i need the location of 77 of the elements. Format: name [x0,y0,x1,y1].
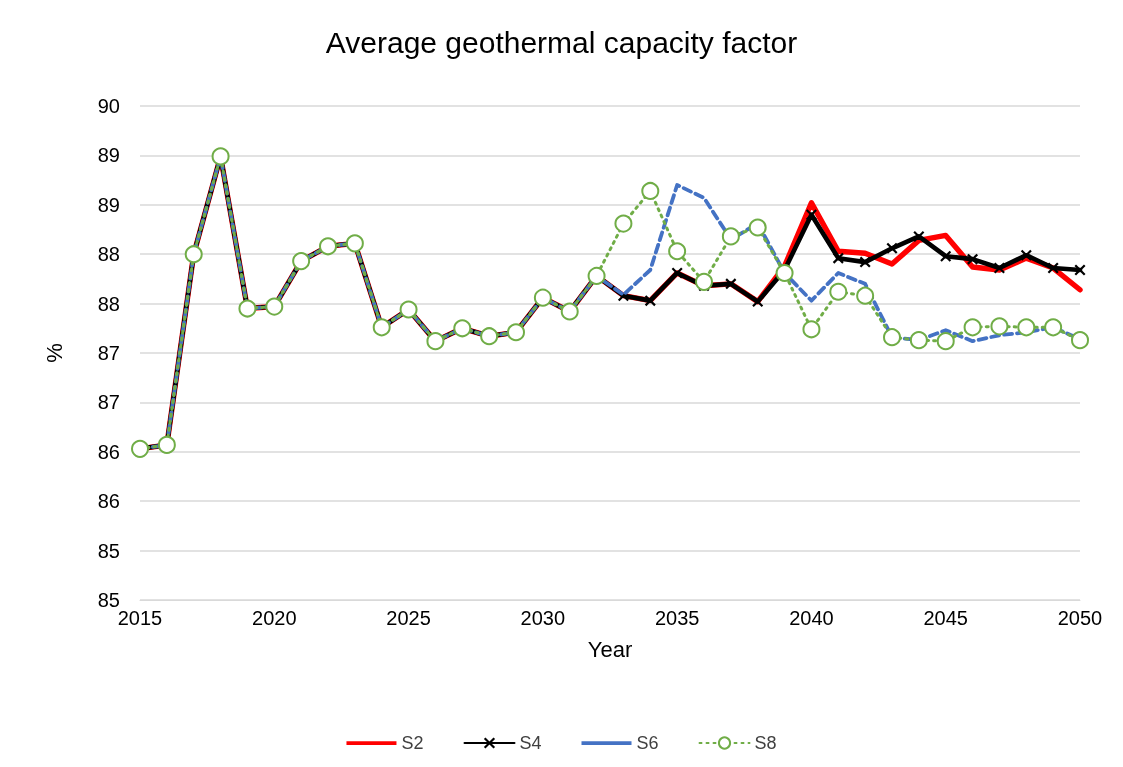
point [913,230,925,242]
x-axis-title: Year [587,636,633,662]
point [1017,318,1036,337]
x-tick-label: 2015 [117,607,163,629]
point [1020,249,1032,261]
point [805,209,817,221]
point [990,317,1009,336]
point [671,267,683,279]
y-tick-label: 86 [97,440,120,463]
x-tick-label: 2040 [789,607,834,629]
point [883,328,901,347]
point [829,282,848,301]
x-tick-label: 2045 [923,607,968,629]
point [131,439,149,458]
legend-label: S6 [636,733,659,753]
point [859,256,871,268]
point [721,227,740,246]
point [909,331,928,350]
y-tick-label: 90 [97,95,120,117]
point [695,272,713,291]
x-tick-label: 2030 [520,607,566,629]
y-tick-label: 87 [97,342,120,364]
y-tick-label: 88 [97,292,120,315]
point [641,181,660,200]
point [453,319,472,338]
point [752,296,764,308]
y-tick-label: 89 [97,193,120,216]
point [936,332,955,351]
point [1074,264,1086,276]
point [993,262,1005,274]
point [1044,318,1063,337]
point [886,242,898,254]
legend-label: S8 [754,733,777,753]
point [292,252,311,271]
y-tick-label: 85 [97,539,120,562]
point [211,147,230,166]
point [372,318,391,337]
y-axis-title: % [41,343,67,363]
point [748,218,767,237]
point [1047,262,1059,274]
point [399,300,418,319]
point [319,237,337,256]
point [725,278,737,290]
point [614,214,633,233]
point [238,299,257,318]
point [560,302,579,321]
legend-label: S2 [401,733,424,753]
point [802,320,821,339]
x-tick-label: 2035 [654,607,700,629]
x-tick-label: 2050 [1057,607,1103,629]
point [775,263,794,282]
point [644,295,656,307]
y-tick-label: 88 [97,243,120,266]
point [967,253,979,265]
point [832,252,844,264]
point [480,327,499,346]
y-tick-label: 85 [97,589,120,611]
point [668,242,687,261]
y-tick-label: 86 [97,490,120,513]
point [963,318,982,337]
y-tick-label: 89 [97,144,120,167]
point [157,435,176,454]
point [184,245,203,264]
point [426,332,445,351]
x-tick-label: 2025 [386,607,431,629]
x-tick-label: 2020 [252,607,297,629]
point [1071,331,1089,350]
point [533,288,552,307]
point [856,286,875,305]
legend-label: S4 [519,733,542,753]
chart-title: Average geothermal capacity factor [325,25,798,59]
point [345,234,364,253]
point [940,250,952,262]
point [507,323,525,342]
y-tick-label: 87 [97,391,120,414]
point [587,266,606,285]
point [265,297,284,316]
